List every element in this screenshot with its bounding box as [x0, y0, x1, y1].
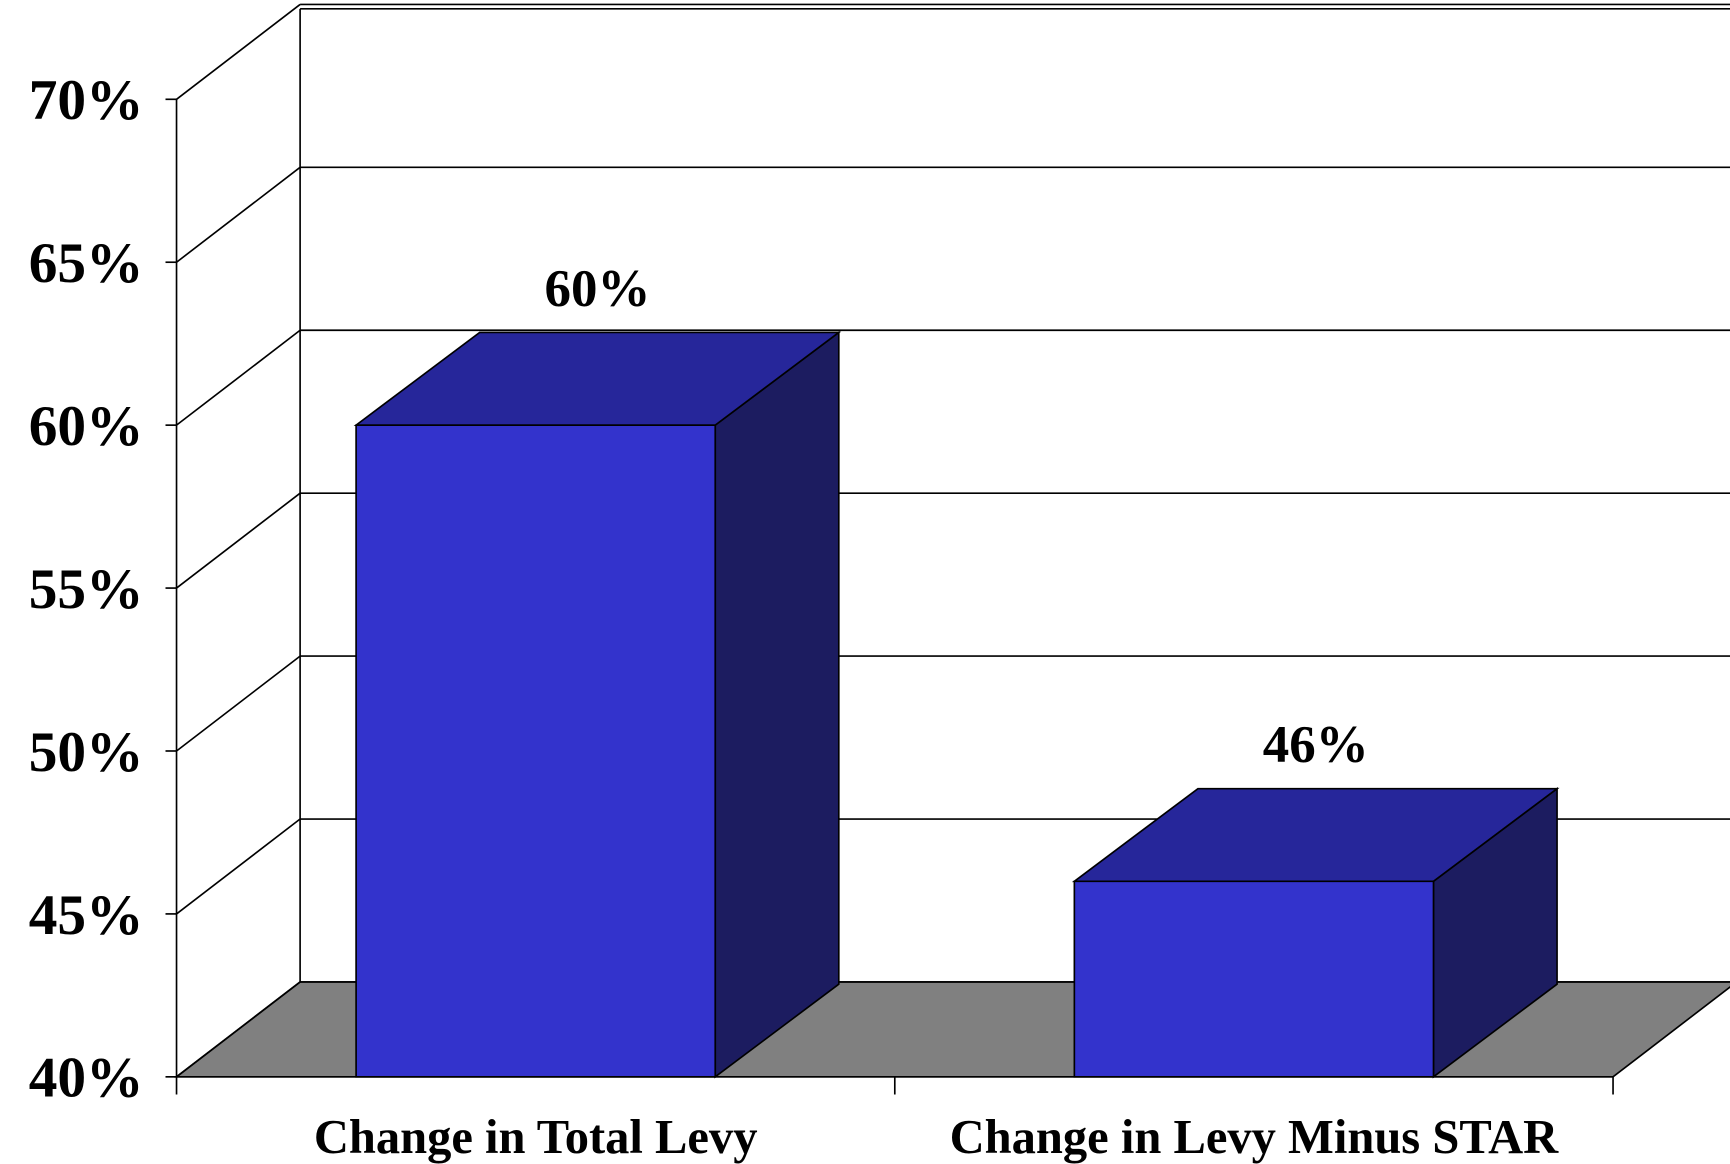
bar-front	[1073, 880, 1435, 1078]
x-tick-label: Change in Levy Minus STAR	[950, 1111, 1560, 1164]
bar	[353, 330, 842, 1079]
value-label: 60%	[545, 260, 651, 318]
grid-line	[176, 166, 301, 263]
bar-side	[714, 330, 840, 1079]
y-tick-label: 70%	[29, 69, 144, 132]
grid-line	[176, 492, 301, 589]
y-tick-label: 50%	[29, 721, 144, 784]
y-tick-label: 40%	[29, 1047, 144, 1110]
y-tick-label: 65%	[29, 232, 144, 295]
y-tick-label: 60%	[29, 395, 144, 458]
bar	[1071, 786, 1560, 1079]
value-label: 46%	[1263, 716, 1369, 774]
grid-line	[176, 818, 301, 915]
grid-line	[176, 3, 301, 100]
grid-line	[176, 655, 301, 752]
grid-line	[176, 981, 301, 1078]
y-tick-label: 55%	[29, 558, 144, 621]
grid-line	[176, 329, 301, 426]
x-tick-label: Change in Total Levy	[314, 1111, 758, 1164]
bar-front	[355, 424, 717, 1078]
y-tick-label: 45%	[29, 884, 144, 947]
